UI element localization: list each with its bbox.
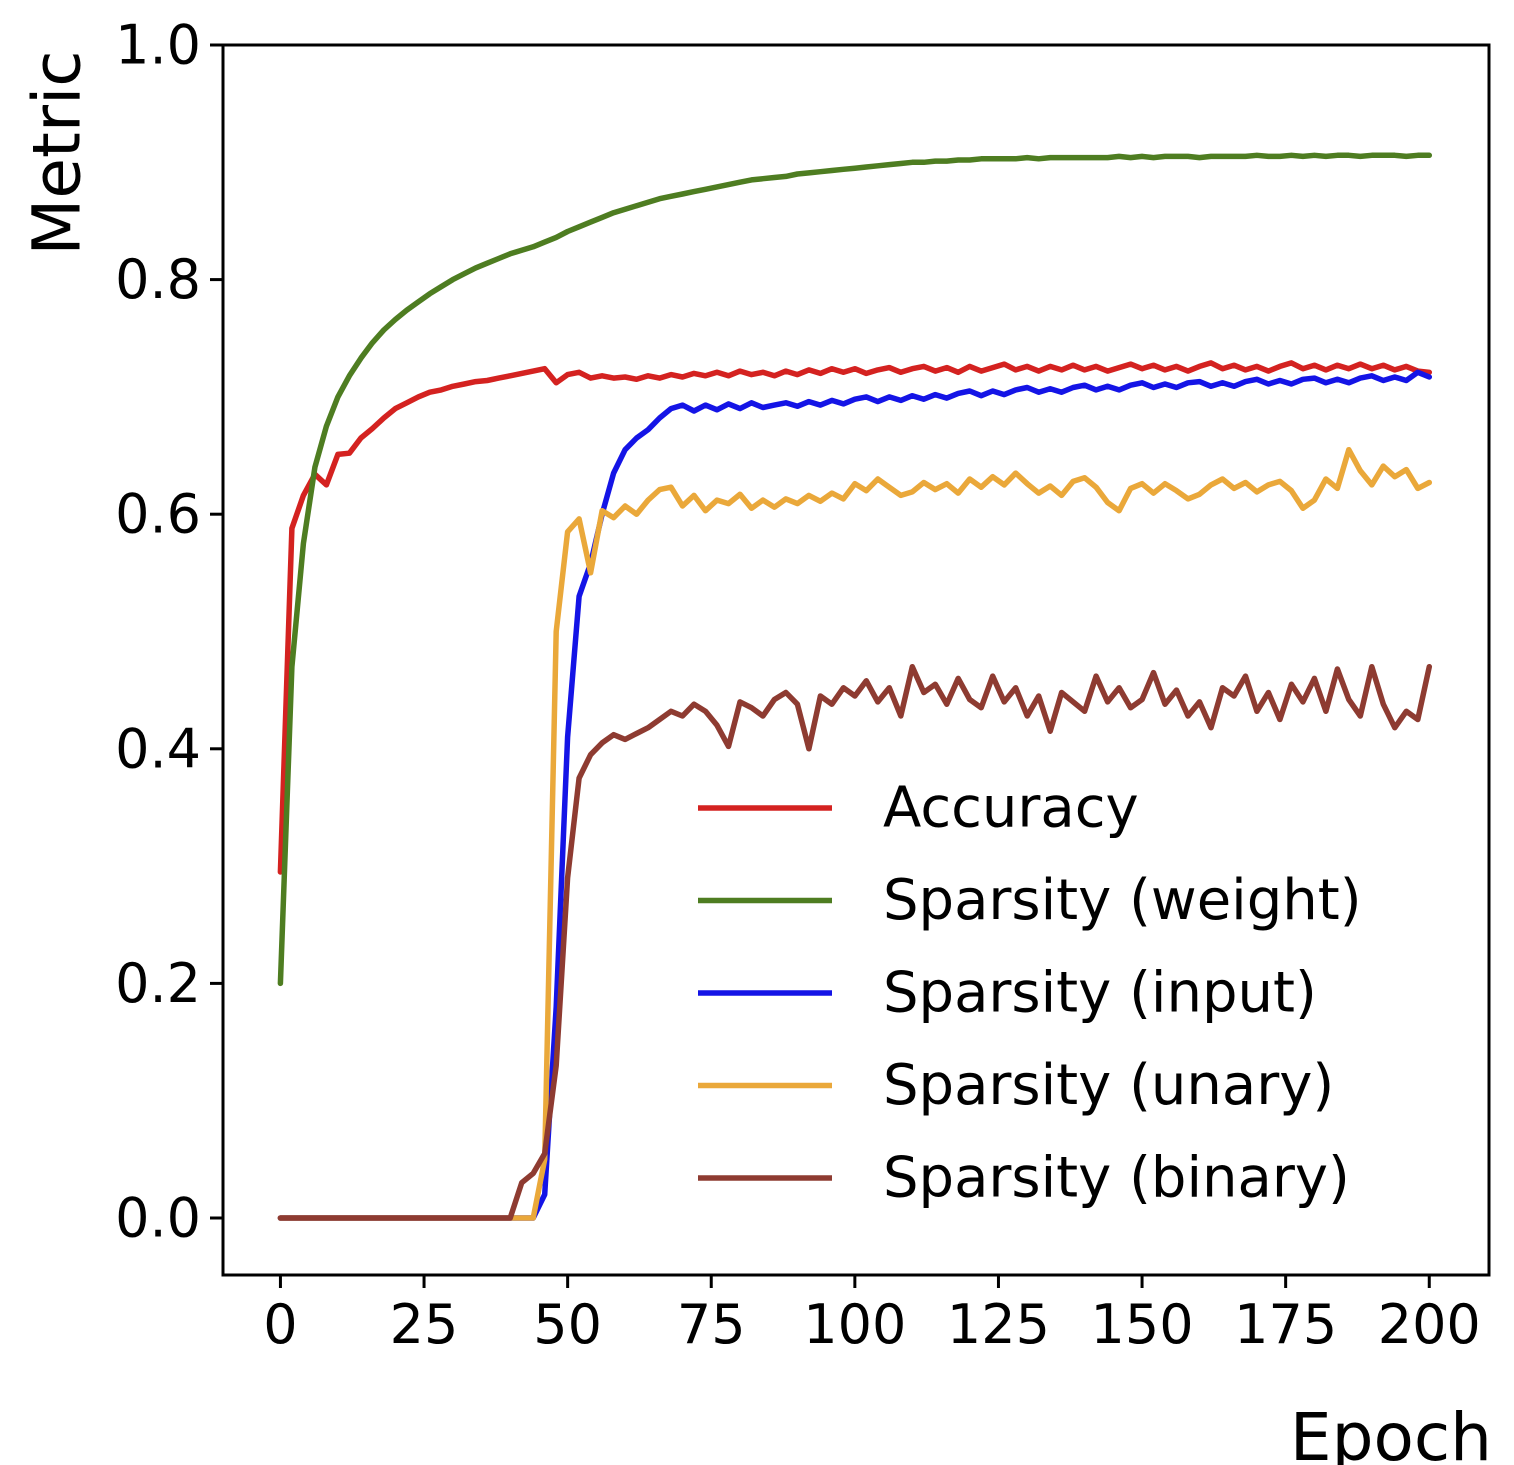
x-tick-label: 125 (947, 1293, 1050, 1356)
x-tick-label: 100 (803, 1293, 906, 1356)
x-tick-label: 150 (1091, 1293, 1194, 1356)
legend-label: Sparsity (binary) (883, 1146, 1350, 1211)
y-tick-label: 0.2 (115, 952, 201, 1015)
y-axis-label: Metric (19, 50, 96, 255)
legend-label: Sparsity (weight) (883, 868, 1362, 933)
x-axis-label: Epoch (1290, 1399, 1492, 1465)
legend-label: Sparsity (input) (883, 961, 1317, 1026)
y-tick-label: 1.0 (115, 14, 201, 77)
legend: Accuracy Sparsity (weight) Sparsity (input… (698, 776, 1362, 1211)
legend-label: Sparsity (unary) (883, 1053, 1334, 1118)
legend-label: Accuracy (883, 776, 1139, 841)
x-axis-ticks: 0 25 50 75 100 125 150 175 200 (263, 1275, 1481, 1356)
x-tick-label: 0 (263, 1293, 297, 1356)
x-tick-label: 175 (1234, 1293, 1337, 1356)
y-tick-label: 0.4 (115, 717, 201, 780)
series-line-4 (277, 663, 1433, 1221)
x-tick-label: 25 (390, 1293, 459, 1356)
y-tick-label: 0.0 (115, 1186, 201, 1249)
x-tick-label: 200 (1378, 1293, 1481, 1356)
series-line-1 (277, 152, 1433, 987)
y-tick-label: 0.6 (115, 483, 201, 546)
x-tick-label: 50 (533, 1293, 602, 1356)
x-tick-label: 75 (677, 1293, 746, 1356)
series-line-0 (277, 360, 1433, 875)
series-lines (277, 152, 1433, 1221)
y-axis-ticks: 0.0 0.2 0.4 0.6 0.8 1.0 (115, 14, 223, 1249)
y-tick-label: 0.8 (115, 248, 201, 311)
